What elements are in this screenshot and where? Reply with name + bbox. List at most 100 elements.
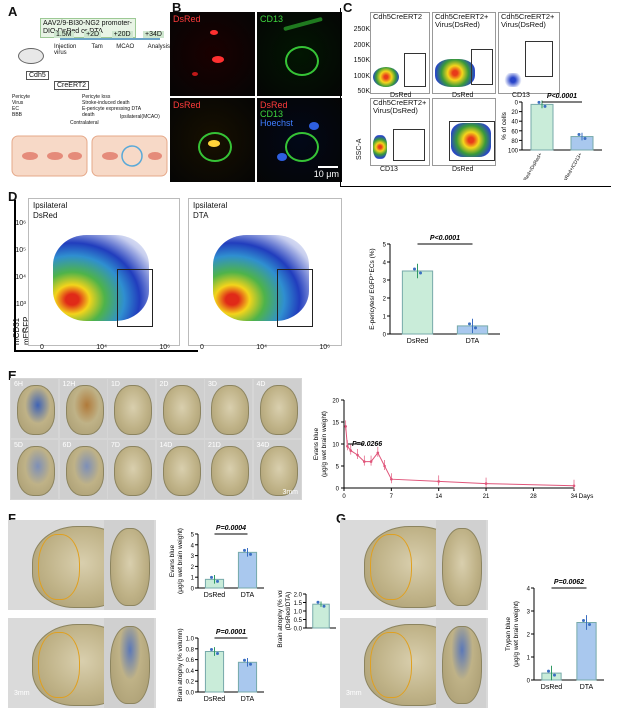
- data-point: [356, 453, 359, 457]
- data-point: [537, 100, 541, 104]
- data-point: [249, 662, 252, 666]
- bar: [237, 551, 258, 589]
- c-xlabel-3: CD13: [512, 92, 530, 99]
- e-brain-cell: 1D: [108, 379, 155, 438]
- d-flow-dta: Ipsilateral DTA: [188, 198, 342, 346]
- brain-image: [17, 446, 55, 496]
- e-brain-label: 2D: [159, 381, 169, 388]
- category-label: DsRed: [407, 338, 429, 345]
- g-outline: [370, 534, 412, 600]
- merge2-dsred-label: DsRed: [260, 100, 288, 110]
- d-xtick: 0: [200, 344, 204, 351]
- data-point: [577, 133, 581, 137]
- mouse-top-label: Cdh5: [26, 71, 49, 80]
- e-brain-label: 34D: [256, 442, 270, 449]
- y-tick-label: 100: [508, 149, 519, 155]
- data-point: [344, 425, 347, 428]
- legend-item: Stroke-induced death: [82, 100, 130, 106]
- micrograph-merge-1: DsRed: [170, 98, 255, 182]
- category-label: CD13-DsRed+/CD13+: [554, 152, 584, 180]
- panel-letter-a: A: [8, 4, 18, 19]
- y-tick-label: 3: [191, 554, 195, 560]
- e-brain-label: 21D: [208, 442, 221, 449]
- y-tick-label: 60: [511, 129, 518, 135]
- contralateral-label: Contralateral: [70, 120, 99, 126]
- cd13-label: CD13: [260, 14, 284, 24]
- data-point: [243, 548, 246, 552]
- g-brain-photo-dta-lateral: [436, 618, 486, 708]
- y-axis-label: % of cells: [501, 111, 508, 140]
- data-point: [210, 575, 213, 579]
- timeline-event: MCAO: [116, 44, 135, 50]
- y-tick-label: 0.4: [186, 669, 195, 675]
- y-tick-label: 4: [383, 261, 387, 267]
- yellow-cell: [208, 140, 220, 147]
- legend-left: Pericyte Virus EC BBB: [12, 94, 84, 118]
- red-cell: [212, 56, 224, 63]
- brain-image: [114, 385, 152, 435]
- panel-letter-g: G: [336, 511, 347, 526]
- e-brain-cell: 5D: [11, 440, 58, 499]
- timeline-event: Tam: [91, 44, 103, 50]
- blue-nucleus: [277, 153, 287, 161]
- category-label: DsRed: [204, 592, 226, 599]
- e-line-chart: 0 5 10 15 20 0 7 14 21 28 34 Days P=0.0266 Evans blue…: [313, 399, 595, 501]
- f-ratio-chart: 0.0 0.5 1.0 1.5 2.0 Brain atrophy (% volumn)(…: [277, 590, 336, 648]
- timeline-event: Analysis: [147, 44, 170, 50]
- brain-image: [211, 385, 249, 435]
- y-tick-label: 0.0: [294, 627, 303, 633]
- e-brain-label: 6H: [14, 381, 23, 388]
- y-tick-label: 0: [515, 101, 519, 107]
- p-value-label: P<0.0001: [430, 235, 460, 242]
- bar: [576, 622, 597, 681]
- panel-letter-c: C: [343, 0, 353, 15]
- y-tick-label: 4: [191, 543, 195, 549]
- x-axis-label: Days: [579, 493, 595, 500]
- c-ylabel: SSC-A: [356, 138, 363, 160]
- g-brain-photo-dsred-lateral: [436, 520, 486, 610]
- p-value-label: P=0.0004: [216, 525, 246, 532]
- e-scale-label: 3mm: [282, 489, 298, 496]
- y-axis-label: (μg/g wet brain weight): [321, 411, 328, 477]
- scale-bar-label: 10 μm: [313, 169, 339, 179]
- data-point: [390, 477, 393, 481]
- y-axis-label: Brain atrophy (% volumn): [277, 590, 284, 648]
- y-axis-label: Evans blue: [313, 428, 320, 461]
- c-xlabel-4: CD13: [380, 166, 398, 173]
- flow-density: [435, 59, 475, 87]
- category-label: DTA: [241, 592, 255, 599]
- green-ring: [198, 132, 232, 162]
- data-point: [249, 552, 252, 556]
- y-tick-label: 1.0: [186, 637, 195, 643]
- flow-gate: [471, 49, 493, 85]
- timeline-steps: 1.5M +2D +20D +34D: [54, 31, 164, 38]
- panel-letter-d: D: [8, 189, 18, 204]
- y-axis-label: E-pericytes/ EGFP⁺ECs (%): [369, 248, 376, 329]
- e-brain-cell: 21D: [205, 440, 252, 499]
- c-bar-chart: 100 80 60 40 20 0 P<0.0001 % of cells CD13+DsRed…: [501, 93, 602, 180]
- y-tick-label: 1: [527, 656, 531, 662]
- merge-dsred-label: DsRed: [173, 100, 201, 110]
- dsred-label: DsRed: [173, 14, 201, 24]
- g-outline: [370, 632, 412, 698]
- c-xlabel-5: DsRed: [452, 166, 474, 173]
- data-point: [583, 137, 587, 141]
- c-ytick: 150K: [353, 57, 370, 64]
- flow-plot-3-title: Cdh5CreERT2+ Virus(DsRed): [501, 12, 555, 29]
- red-cell: [210, 30, 218, 35]
- g-trypan-chart: 0 1 2 3 4 DsRed DTA P=0.0062 Trypan blue (μg/g we…: [505, 579, 604, 691]
- flow-plot-3: Cdh5CreERT2+ Virus(DsRed): [498, 12, 560, 94]
- y-tick-label: 5: [336, 465, 340, 471]
- e-brain-cell: 2D: [156, 379, 204, 438]
- y-tick-label: 0.8: [186, 647, 195, 653]
- category-label: DTA: [241, 696, 255, 703]
- brain-image: [162, 446, 201, 496]
- brain-image: [259, 385, 298, 435]
- data-point: [369, 460, 373, 463]
- flow-plot-1: Cdh5CreERT2: [370, 12, 430, 94]
- timeline-event: Injection virus: [54, 44, 77, 56]
- d-yaxis-line: [14, 200, 16, 352]
- data-point: [376, 451, 380, 455]
- e-brain-cell: 14D: [156, 440, 204, 499]
- blue-nucleus: [309, 122, 319, 130]
